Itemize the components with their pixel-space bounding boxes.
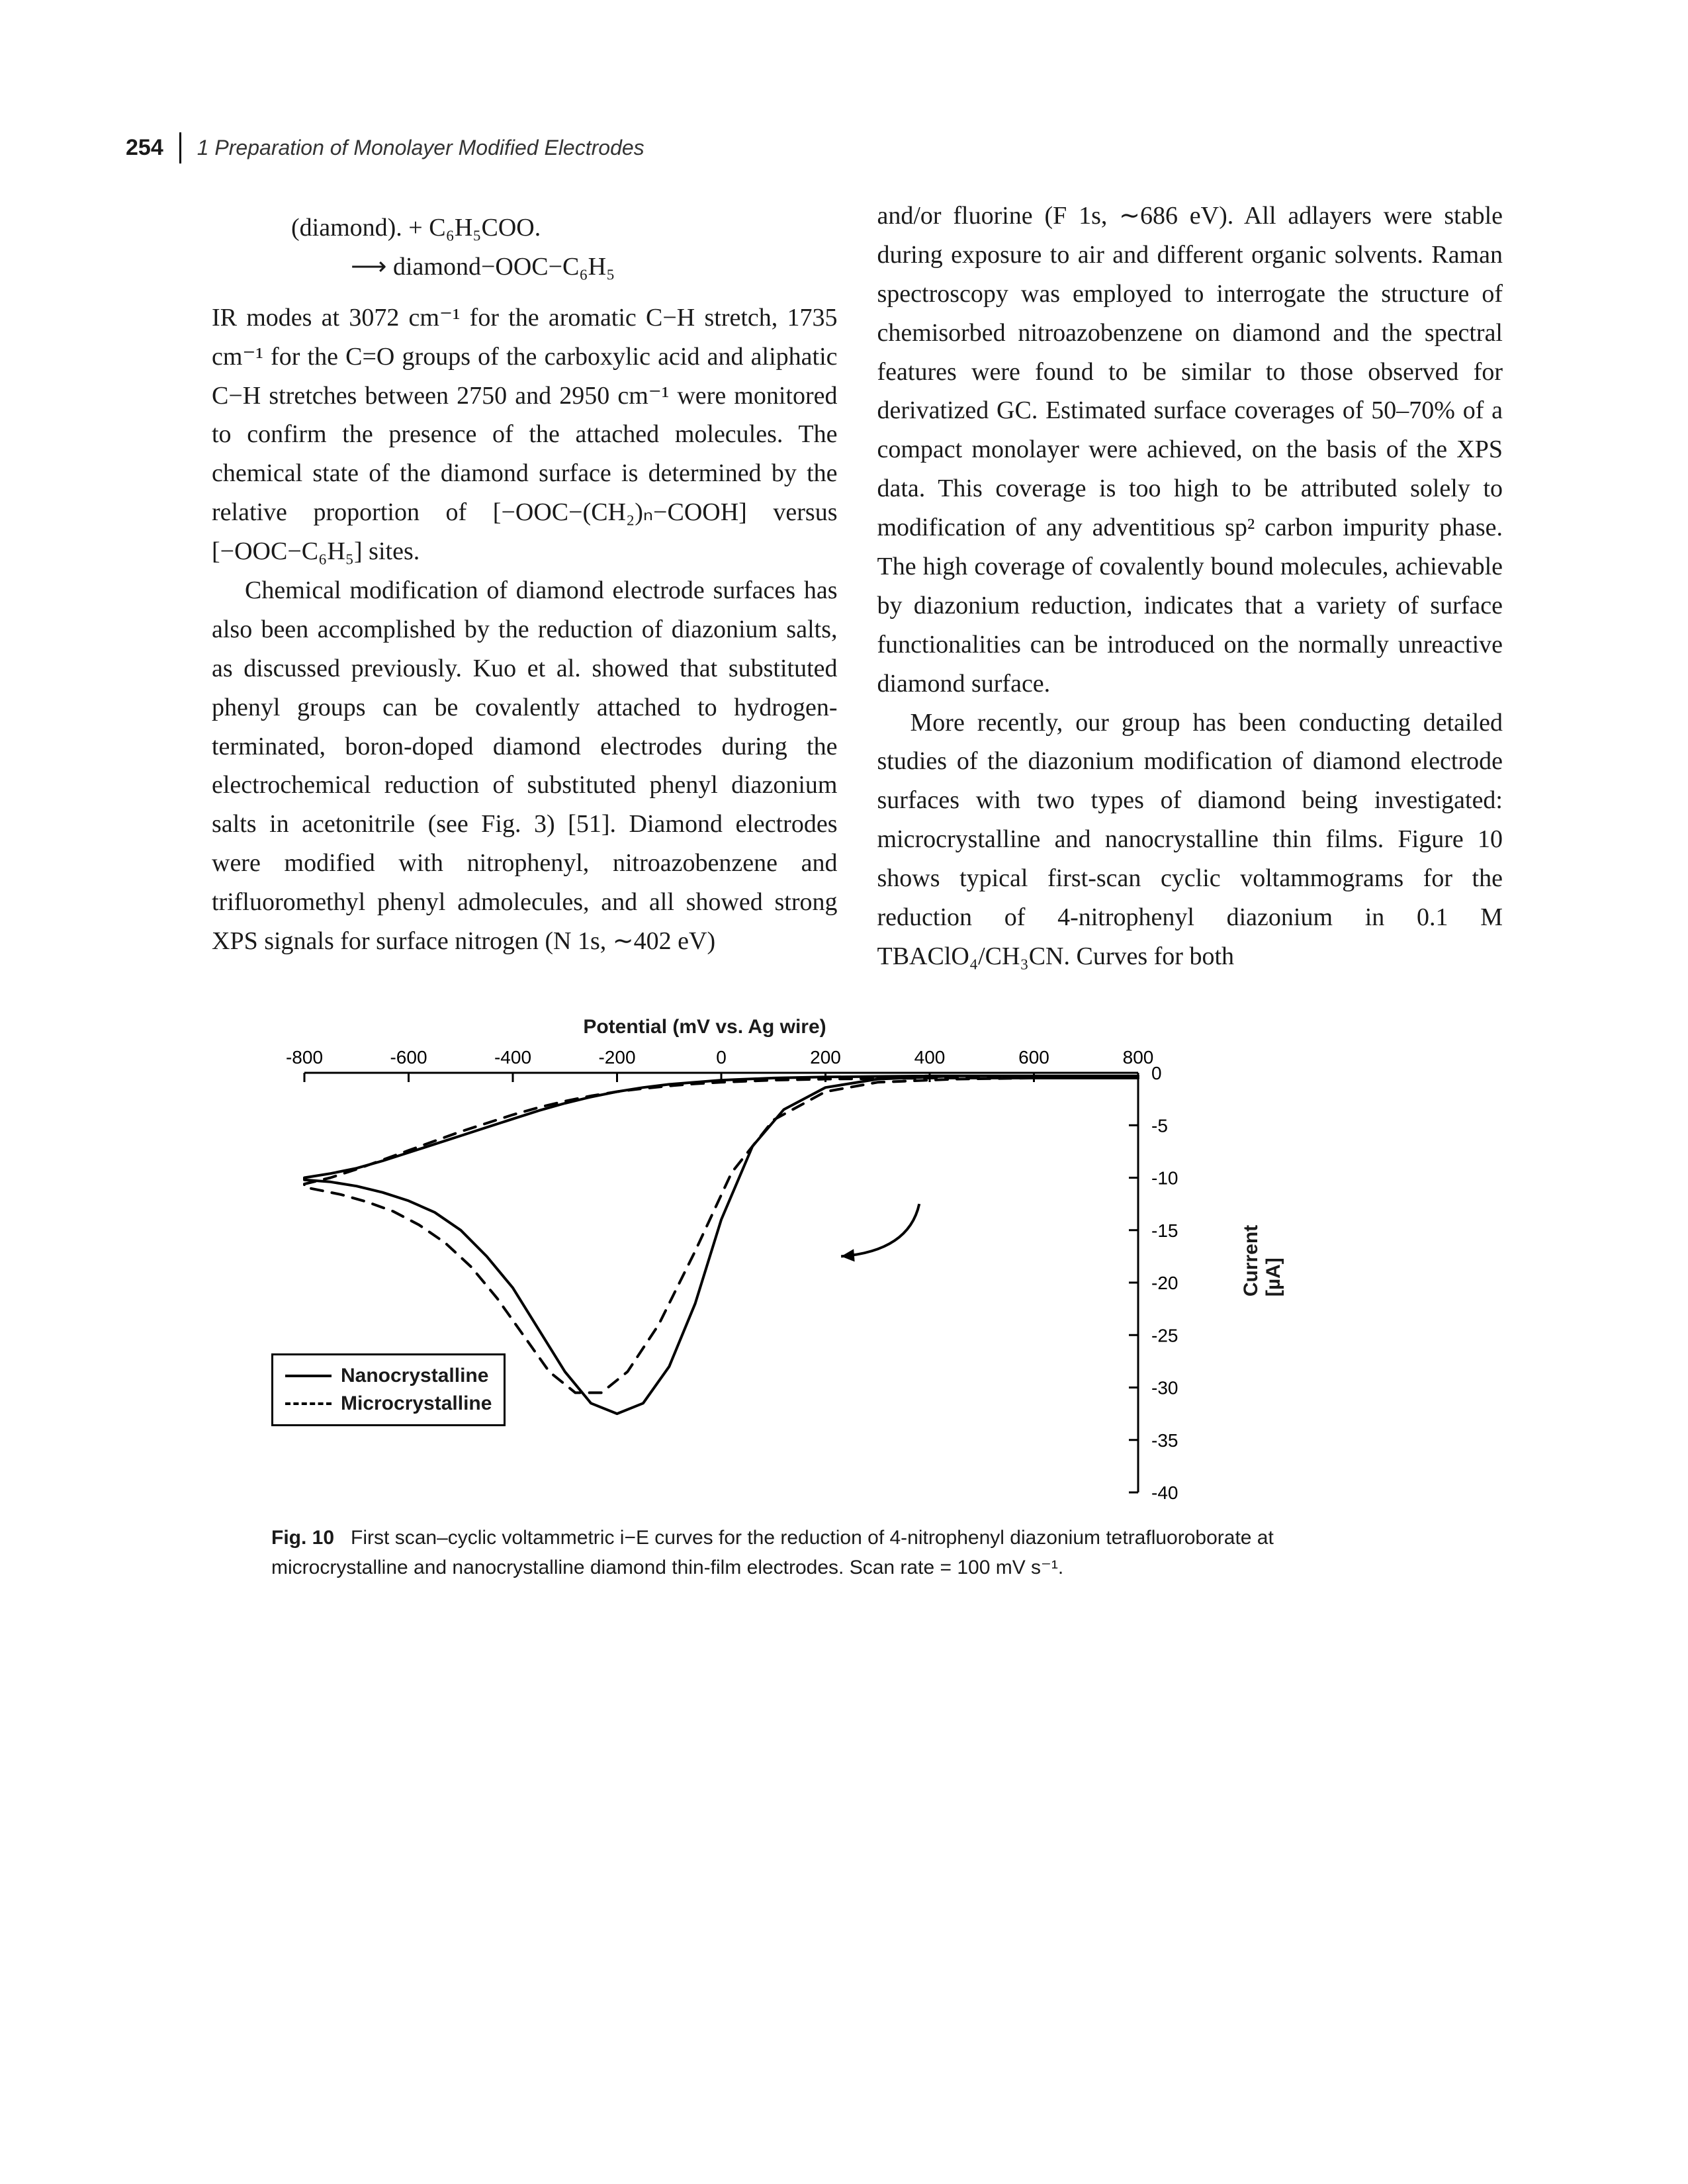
legend-swatch-solid [285,1375,332,1377]
equation-block: (diamond). + C₆H₅COO. ⟶ diamond−OOC−C₆H₅ [291,208,838,287]
svg-text:200: 200 [810,1047,841,1068]
chart-y-axis-label: Current [µA] [1240,1225,1285,1297]
equation-line-1: (diamond). + C₆H₅COO. [291,208,838,248]
svg-text:400: 400 [914,1047,946,1068]
chart-x-axis-label: Potential (mV vs. Ag wire) [271,1016,1138,1038]
legend-item-microcrystalline: Microcrystalline [285,1390,492,1418]
svg-text:-5: -5 [1151,1115,1168,1136]
figure-caption: Fig. 10 First scan–cyclic voltammetric i… [271,1523,1304,1582]
series-microcrystalline [304,1078,1138,1392]
svg-text:-400: -400 [494,1047,531,1068]
paragraph: Chemical modification of diamond electro… [212,571,838,961]
svg-text:0: 0 [716,1047,727,1068]
svg-text:-15: -15 [1151,1220,1178,1241]
paragraph: IR modes at 3072 cm⁻¹ for the aromatic C… [212,298,838,571]
svg-text:-30: -30 [1151,1377,1178,1398]
paragraph: More recently, our group has been conduc… [877,704,1503,976]
chart-legend: Nanocrystalline Microcrystalline [271,1353,506,1426]
paragraph: and/or fluorine (F 1s, ∼686 eV). All adl… [877,197,1503,704]
page: 254 1 Preparation of Monolayer Modified … [0,0,1688,2184]
equation-line-2: ⟶ diamond−OOC−C₆H₅ [351,248,838,287]
legend-swatch-dashed [285,1402,332,1405]
svg-text:600: 600 [1018,1047,1049,1068]
chart-svg: -800-600-400-20002004006008000-5-10-15-2… [271,1042,1277,1506]
chapter-title: 1 Preparation of Monolayer Modified Elec… [197,136,644,160]
svg-text:-20: -20 [1151,1273,1178,1293]
legend-label: Nanocrystalline [341,1365,488,1387]
column-left: (diamond). + C₆H₅COO. ⟶ diamond−OOC−C₆H₅… [212,197,838,976]
legend-label: Microcrystalline [341,1392,492,1415]
figure-label: Fig. 10 [271,1527,334,1549]
chart-container: Potential (mV vs. Ag wire) -800-600-400-… [271,1016,1304,1506]
svg-text:0: 0 [1151,1063,1162,1083]
svg-text:-600: -600 [390,1047,427,1068]
page-header: 254 1 Preparation of Monolayer Modified … [126,132,1503,163]
svg-text:800: 800 [1123,1047,1154,1068]
chart-y-axis-label-text: Current [1240,1225,1262,1297]
figure-10: Potential (mV vs. Ag wire) -800-600-400-… [212,1016,1503,1582]
figure-caption-text: First scan–cyclic voltammetric i−E curve… [271,1527,1274,1578]
column-right: and/or fluorine (F 1s, ∼686 eV). All adl… [877,197,1503,976]
svg-text:-25: -25 [1151,1325,1178,1345]
svg-text:-35: -35 [1151,1430,1178,1451]
text-columns: (diamond). + C₆H₅COO. ⟶ diamond−OOC−C₆H₅… [212,197,1503,976]
svg-text:-40: -40 [1151,1482,1178,1503]
svg-text:-200: -200 [598,1047,635,1068]
chart-y-axis-unit: [µA] [1263,1257,1284,1297]
svg-text:-10: -10 [1151,1167,1178,1188]
legend-item-nanocrystalline: Nanocrystalline [285,1362,492,1390]
page-number: 254 [126,132,181,163]
svg-text:-800: -800 [286,1047,323,1068]
